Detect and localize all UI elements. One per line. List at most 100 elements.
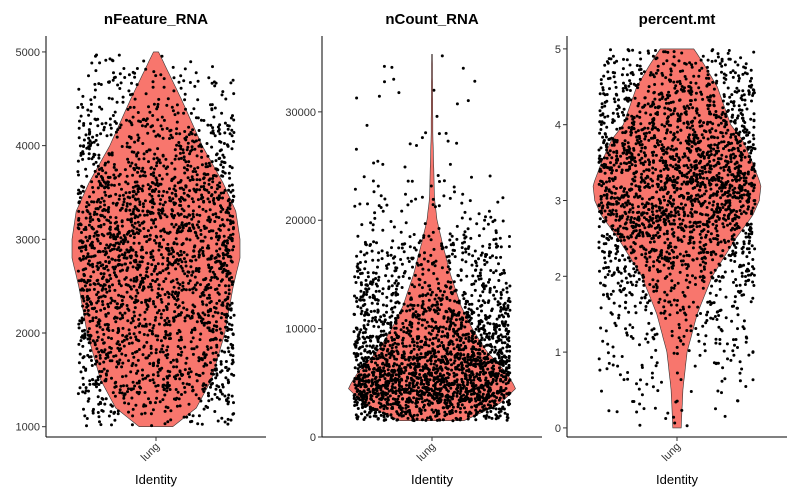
cell-point — [411, 382, 415, 386]
cell-point — [444, 245, 448, 249]
cell-point — [159, 216, 163, 220]
cell-point — [436, 174, 440, 177]
cell-point — [405, 309, 409, 313]
cell-point — [116, 412, 120, 416]
cell-point — [432, 326, 436, 330]
cell-point — [358, 298, 362, 302]
cell-point — [362, 401, 366, 404]
cell-point — [120, 352, 124, 356]
cell-point — [371, 278, 375, 282]
cell-point — [471, 337, 475, 341]
cell-point — [427, 344, 431, 348]
cell-point — [363, 240, 367, 244]
cell-point — [171, 197, 175, 201]
cell-point — [156, 118, 160, 122]
cell-point — [368, 349, 372, 353]
cell-point — [125, 248, 129, 252]
cell-point — [134, 363, 138, 367]
cell-point — [89, 98, 93, 102]
cell-point — [395, 349, 399, 353]
cell-point — [149, 226, 153, 230]
cell-point — [199, 316, 203, 320]
cell-point — [465, 313, 469, 317]
cell-point — [217, 227, 221, 231]
cell-point — [159, 339, 163, 343]
cell-point — [225, 339, 229, 343]
cell-point — [159, 198, 163, 202]
cell-point — [125, 384, 129, 388]
cell-point — [216, 129, 220, 133]
cell-point — [82, 383, 85, 386]
cell-point — [190, 132, 194, 136]
cell-point — [106, 268, 110, 272]
cell-point — [125, 118, 128, 122]
cell-point — [220, 218, 224, 222]
cell-point — [187, 221, 191, 225]
cell-point — [79, 370, 83, 374]
cell-point — [423, 399, 427, 403]
cell-point — [193, 244, 197, 248]
cell-point — [424, 326, 428, 330]
cell-point — [732, 132, 735, 136]
cell-point — [452, 309, 455, 313]
cell-point — [225, 329, 229, 332]
cell-point — [138, 203, 142, 206]
cell-point — [404, 192, 407, 196]
cell-point — [103, 215, 107, 219]
cell-point — [226, 381, 230, 385]
cell-point — [175, 331, 179, 335]
cell-point — [437, 287, 440, 290]
cell-point — [199, 233, 203, 236]
cell-point — [440, 394, 444, 398]
cell-point — [184, 260, 188, 264]
cell-point — [387, 279, 391, 283]
cell-point — [385, 266, 389, 270]
cell-point — [213, 275, 216, 279]
cell-point — [420, 318, 424, 322]
cell-point — [148, 329, 152, 332]
cell-point — [390, 284, 394, 288]
cell-point — [398, 404, 402, 408]
cell-point — [120, 313, 124, 317]
cell-point — [222, 142, 226, 145]
cell-point — [501, 400, 505, 404]
cell-point — [359, 382, 362, 386]
cell-point — [462, 393, 466, 397]
cell-point — [490, 348, 494, 352]
cell-point — [210, 254, 214, 258]
cell-point — [197, 267, 201, 270]
cell-point — [165, 103, 169, 107]
cell-point — [147, 354, 151, 358]
cell-point — [469, 398, 473, 402]
cell-point — [369, 243, 372, 246]
cell-point — [359, 312, 363, 316]
cell-point — [211, 126, 215, 130]
cell-point — [400, 209, 404, 213]
cell-point — [203, 227, 207, 230]
cell-point — [127, 328, 131, 332]
cell-point — [134, 214, 138, 218]
cell-point — [670, 329, 674, 333]
cell-point — [463, 325, 467, 329]
cell-point — [137, 348, 141, 351]
cell-point — [148, 362, 152, 366]
cell-point — [401, 338, 405, 342]
cell-point — [383, 197, 387, 201]
cell-point — [95, 293, 99, 297]
cell-point — [482, 404, 486, 408]
cell-point — [393, 338, 396, 342]
cell-point — [217, 157, 221, 161]
cell-point — [362, 364, 366, 368]
cell-point — [225, 239, 229, 243]
cell-point — [192, 249, 196, 253]
cell-point — [77, 136, 81, 140]
cell-point — [382, 415, 386, 419]
cell-point — [472, 364, 476, 367]
cell-point — [499, 349, 503, 353]
cell-point — [488, 400, 492, 404]
cell-point — [470, 329, 474, 333]
cell-point — [82, 185, 86, 189]
cell-point — [93, 153, 97, 157]
cell-point — [381, 374, 385, 378]
cell-point — [487, 392, 490, 396]
